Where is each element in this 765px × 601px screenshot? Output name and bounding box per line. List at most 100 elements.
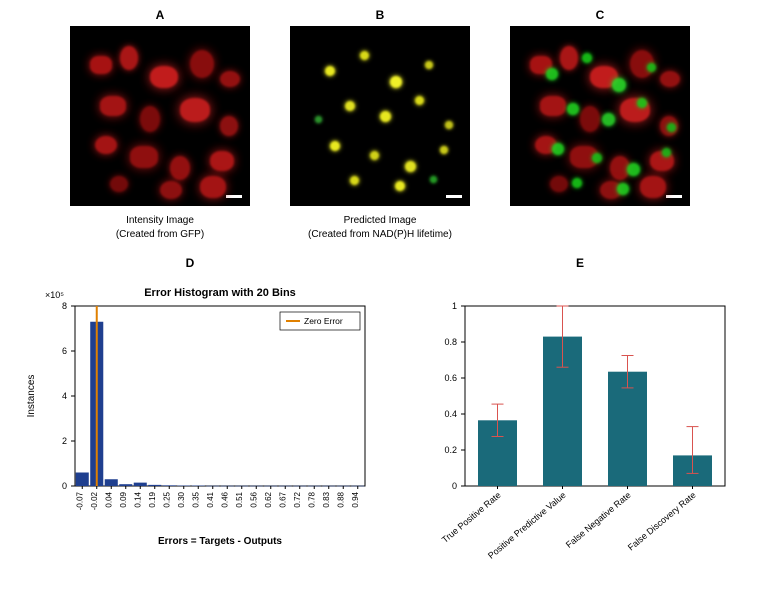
blob xyxy=(140,106,160,132)
x-tick-label: 0.41 xyxy=(206,491,215,507)
panel-d-label: D xyxy=(180,256,200,270)
x-axis-label: Errors = Targets - Outputs xyxy=(158,536,282,547)
histogram-d: Error Histogram with 20 Bins×10⁵02468Ins… xyxy=(20,276,400,576)
barchart-svg: 00.20.40.60.81True Positive RatePositive… xyxy=(420,276,750,576)
blob xyxy=(640,176,666,198)
hist-bar xyxy=(163,485,176,486)
y-tick-label: 0.2 xyxy=(444,445,457,455)
blob xyxy=(100,96,126,116)
blob xyxy=(567,103,579,115)
blob xyxy=(90,56,112,74)
y-tick-label: 4 xyxy=(62,391,67,401)
blob xyxy=(315,116,322,123)
scale-bar-icon xyxy=(226,195,242,198)
x-tick-label: -0.02 xyxy=(90,491,99,510)
blob xyxy=(360,51,369,60)
blob xyxy=(220,116,238,136)
blob xyxy=(430,176,437,183)
x-tick-label: 0.09 xyxy=(119,491,128,507)
panel-b-label: B xyxy=(370,8,390,22)
x-tick-label: 0.88 xyxy=(336,491,345,507)
blob xyxy=(546,68,558,80)
hist-bar xyxy=(134,483,147,486)
y-axis-label: Instances xyxy=(26,375,37,418)
blob xyxy=(345,101,355,111)
x-tick-label: 0.83 xyxy=(322,491,331,507)
x-tick-label: 0.94 xyxy=(351,491,360,507)
blob xyxy=(540,96,566,116)
blob xyxy=(552,143,564,155)
blob xyxy=(110,176,128,192)
x-tick-label: 0.35 xyxy=(191,491,200,507)
panel-a-label: A xyxy=(150,8,170,22)
blob xyxy=(667,123,676,132)
caption-b: Predicted Image (Created from NAD(P)H li… xyxy=(290,214,470,242)
scale-bar-icon xyxy=(666,195,682,198)
y-tick-label: 8 xyxy=(62,301,67,311)
y-tick-label: 0 xyxy=(452,481,457,491)
blob xyxy=(572,178,582,188)
blob xyxy=(580,106,600,132)
x-tick-label: 0.51 xyxy=(235,491,244,507)
blob xyxy=(647,63,656,72)
metric-bar xyxy=(608,372,647,486)
blob xyxy=(170,156,190,180)
micrograph-a xyxy=(70,26,250,206)
blob xyxy=(627,163,640,176)
blob xyxy=(612,78,626,92)
blob xyxy=(380,111,391,122)
category-label: False Discovery Rate xyxy=(626,490,698,553)
blob xyxy=(160,181,182,199)
y-tick-label: 0.4 xyxy=(444,409,457,419)
barchart-e: 00.20.40.60.81True Positive RatePositive… xyxy=(420,276,750,576)
blob xyxy=(415,96,424,105)
blob xyxy=(582,53,592,63)
blob xyxy=(200,176,226,198)
category-label: False Negative Rate xyxy=(564,490,633,550)
blob xyxy=(617,183,629,195)
x-tick-label: 0.04 xyxy=(104,491,113,507)
y-tick-label: 0.6 xyxy=(444,373,457,383)
blob xyxy=(180,98,210,122)
y-tick-label: 0.8 xyxy=(444,337,457,347)
blob xyxy=(425,61,433,69)
caption-a-line2: (Created from GFP) xyxy=(70,228,250,242)
blob xyxy=(190,50,214,78)
category-label: True Positive Rate xyxy=(440,490,503,545)
panel-e-label: E xyxy=(570,256,590,270)
histogram-svg: Error Histogram with 20 Bins×10⁵02468Ins… xyxy=(20,276,400,576)
x-tick-label: 0.72 xyxy=(293,491,302,507)
blob xyxy=(325,66,335,76)
blob xyxy=(637,98,647,108)
x-tick-label: 0.19 xyxy=(148,491,157,507)
x-tick-label: 0.14 xyxy=(133,491,142,507)
x-tick-label: 0.30 xyxy=(177,491,186,507)
caption-b-line2: (Created from NAD(P)H lifetime) xyxy=(290,228,470,242)
blob xyxy=(370,151,379,160)
caption-a-line1: Intensity Image xyxy=(70,214,250,228)
legend-label: Zero Error xyxy=(304,316,343,326)
hist-bar xyxy=(148,485,161,486)
blob xyxy=(602,113,615,126)
x-tick-label: 0.62 xyxy=(264,491,273,507)
x-tick-label: 0.67 xyxy=(278,491,287,507)
blob xyxy=(220,71,240,87)
blob xyxy=(390,76,402,88)
panel-c-label: C xyxy=(590,8,610,22)
hist-bar xyxy=(192,486,205,487)
hist-bar xyxy=(76,473,89,487)
caption-b-line1: Predicted Image xyxy=(290,214,470,228)
scale-bar-icon xyxy=(446,195,462,198)
caption-a: Intensity Image (Created from GFP) xyxy=(70,214,250,242)
hist-bar xyxy=(105,479,118,486)
micrograph-c xyxy=(510,26,690,206)
blob xyxy=(120,46,138,70)
blob xyxy=(405,161,416,172)
blob xyxy=(95,136,117,154)
blob xyxy=(130,146,158,168)
x-tick-label: 0.56 xyxy=(249,491,258,507)
blob xyxy=(330,141,340,151)
blob xyxy=(550,176,568,192)
y-tick-label: 6 xyxy=(62,346,67,356)
micrograph-b xyxy=(290,26,470,206)
